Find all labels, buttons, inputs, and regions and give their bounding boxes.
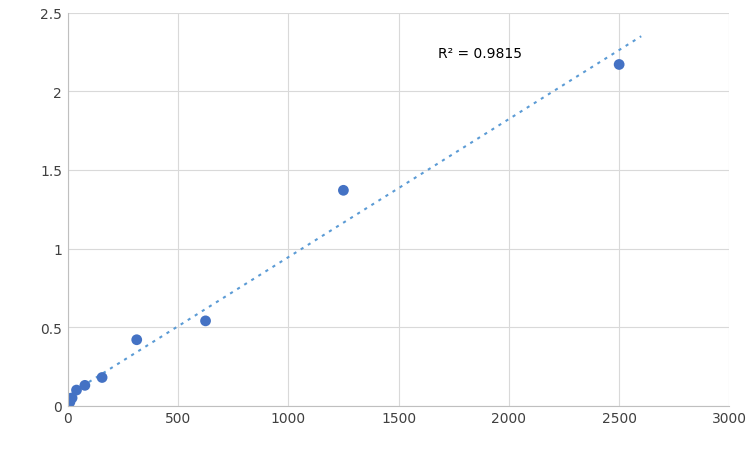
- Point: [66, 395, 78, 402]
- Point: [338, 187, 350, 194]
- Point: [79, 382, 91, 389]
- Point: [199, 318, 211, 325]
- Point: [64, 399, 76, 406]
- Point: [613, 62, 625, 69]
- Text: R² = 0.9815: R² = 0.9815: [438, 46, 523, 60]
- Point: [131, 336, 143, 344]
- Point: [71, 387, 83, 394]
- Point: [96, 374, 108, 381]
